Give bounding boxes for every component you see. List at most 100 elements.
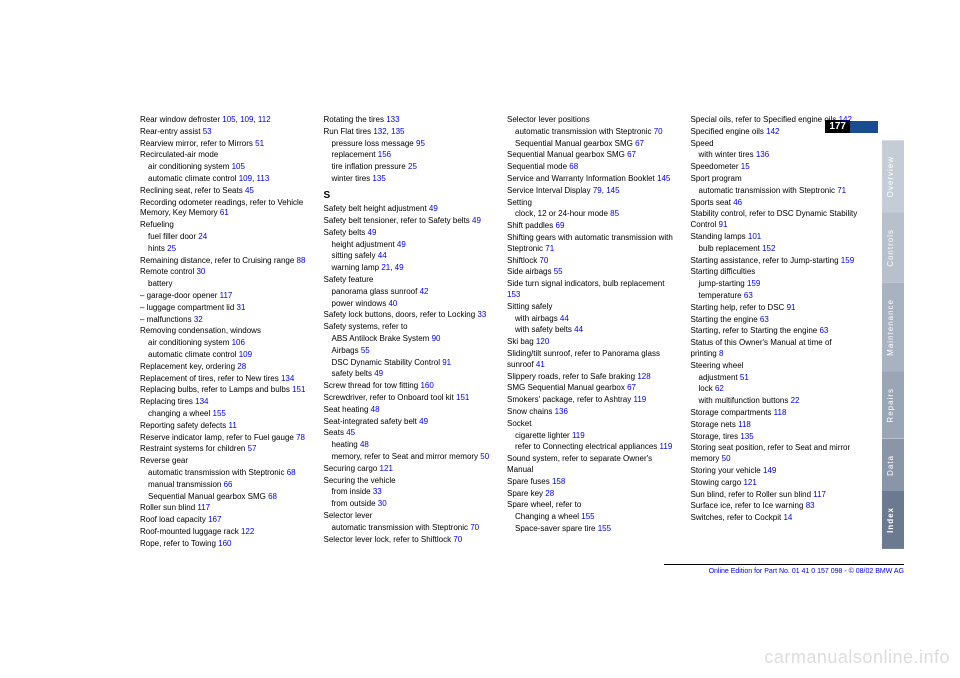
page-link[interactable]: 145 [606,186,619,195]
page-link[interactable]: 119 [572,431,585,440]
page-link[interactable]: 159 [747,279,760,288]
page-link[interactable]: 117 [197,503,210,512]
page-link[interactable]: 121 [743,478,756,487]
page-link[interactable]: 61 [220,208,229,217]
page-link[interactable]: 71 [837,186,846,195]
page-link[interactable]: 158 [552,477,565,486]
tab-data[interactable]: Data [882,439,904,492]
page-link[interactable]: 85 [610,209,619,218]
page-link[interactable]: 91 [442,358,451,367]
page-link[interactable]: 105 [222,115,235,124]
page-link[interactable]: 49 [397,240,406,249]
page-link[interactable]: 71 [545,244,554,253]
page-link[interactable]: 152 [762,244,775,253]
page-link[interactable]: 70 [470,523,479,532]
tab-repairs[interactable]: Repairs [882,372,904,439]
page-link[interactable]: 167 [208,515,221,524]
page-link[interactable]: 51 [255,139,264,148]
page-link[interactable]: 132 [373,127,386,136]
page-link[interactable]: 32 [194,315,203,324]
page-link[interactable]: 119 [633,395,646,404]
page-link[interactable]: 112 [258,115,271,124]
page-link[interactable]: 49 [368,228,377,237]
tab-index[interactable]: Index [882,491,904,549]
page-link[interactable]: 88 [297,256,306,265]
page-link[interactable]: 135 [372,174,385,183]
page-link[interactable]: 122 [241,527,254,536]
page-link[interactable]: 149 [763,466,776,475]
page-link[interactable]: 155 [581,512,594,521]
page-link[interactable]: 33 [477,310,486,319]
page-link[interactable]: 49 [429,204,438,213]
page-link[interactable]: 24 [198,232,207,241]
page-link[interactable]: 136 [555,407,568,416]
page-link[interactable]: 117 [813,490,826,499]
page-link[interactable]: 49 [472,216,481,225]
page-link[interactable]: 69 [556,221,565,230]
page-link[interactable]: 21 [381,263,390,272]
page-link[interactable]: 67 [627,383,636,392]
page-link[interactable]: 68 [268,492,277,501]
page-link[interactable]: 48 [371,405,380,414]
page-link[interactable]: 151 [456,393,469,402]
page-link[interactable]: 113 [257,174,270,183]
page-link[interactable]: 51 [740,373,749,382]
page-link[interactable]: 57 [248,444,257,453]
page-link[interactable]: 66 [224,480,233,489]
page-link[interactable]: 67 [635,139,644,148]
page-link[interactable]: 70 [654,127,663,136]
page-link[interactable]: 30 [196,267,205,276]
tab-controls[interactable]: Controls [882,213,904,283]
page-link[interactable]: 33 [373,487,382,496]
page-link[interactable]: 121 [380,464,393,473]
page-link[interactable]: 142 [766,127,779,136]
page-link[interactable]: 134 [195,397,208,406]
page-link[interactable]: 68 [569,162,578,171]
page-link[interactable]: 79 [593,186,602,195]
page-link[interactable]: 63 [760,315,769,324]
page-link[interactable]: 44 [560,314,569,323]
page-link[interactable]: 48 [360,440,369,449]
tab-maintenance[interactable]: Maintenance [882,283,904,372]
page-link[interactable]: 133 [386,115,399,124]
page-link[interactable]: 119 [660,442,673,451]
page-link[interactable]: 160 [420,381,433,390]
page-link[interactable]: 55 [361,346,370,355]
page-link[interactable]: 67 [627,150,636,159]
page-link[interactable]: 120 [536,337,549,346]
page-link[interactable]: 50 [480,452,489,461]
page-link[interactable]: 128 [637,372,650,381]
page-link[interactable]: 109 [240,115,253,124]
page-link[interactable]: 83 [806,501,815,510]
page-link[interactable]: 70 [539,256,548,265]
page-link[interactable]: 109 [239,350,252,359]
page-link[interactable]: 46 [733,198,742,207]
page-link[interactable]: 31 [237,303,246,312]
page-link[interactable]: 42 [420,287,429,296]
page-link[interactable]: 44 [378,251,387,260]
page-link[interactable]: 53 [203,127,212,136]
page-link[interactable]: 30 [378,499,387,508]
page-link[interactable]: 95 [416,139,425,148]
page-link[interactable]: 142 [839,115,852,124]
page-link[interactable]: 62 [715,384,724,393]
page-link[interactable]: 40 [388,299,397,308]
page-link[interactable]: 155 [598,524,611,533]
page-link[interactable]: 49 [374,369,383,378]
page-link[interactable]: 63 [819,326,828,335]
page-link[interactable]: 8 [719,349,723,358]
page-link[interactable]: 50 [722,454,731,463]
page-link[interactable]: 145 [657,174,670,183]
page-link[interactable]: 14 [783,513,792,522]
page-link[interactable]: 45 [245,186,254,195]
page-link[interactable]: 91 [787,303,796,312]
page-link[interactable]: 160 [218,539,231,548]
page-link[interactable]: 91 [719,220,728,229]
page-link[interactable]: 101 [748,232,761,241]
tab-overview[interactable]: Overview [882,140,904,213]
page-link[interactable]: 118 [738,420,751,429]
page-link[interactable]: 25 [408,162,417,171]
page-link[interactable]: 28 [545,489,554,498]
page-link[interactable]: 135 [740,432,753,441]
page-link[interactable]: 22 [791,396,800,405]
